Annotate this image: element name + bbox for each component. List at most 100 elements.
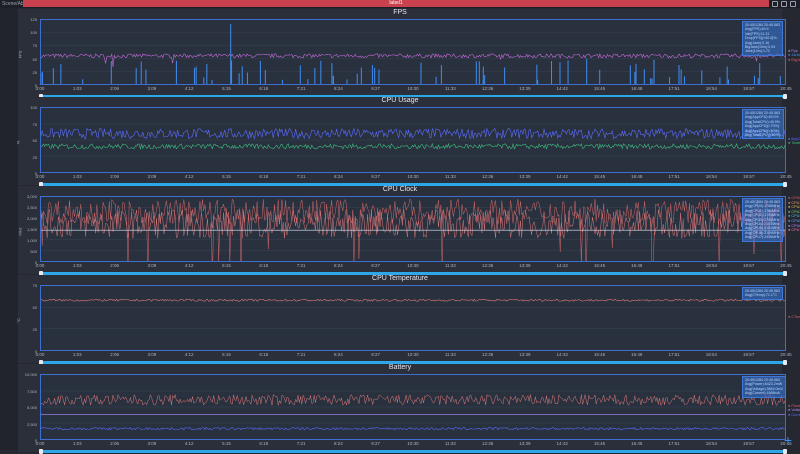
y-tick-label: 3,000	[17, 194, 37, 199]
x-tick-label: 18:54	[706, 174, 717, 179]
x-tick-label: 13:39	[519, 441, 530, 446]
legend-item[interactable]: ● TotalCPU	[788, 141, 800, 146]
y-tick-label: 0	[17, 171, 37, 176]
y-tick-label: 75	[17, 43, 37, 48]
x-tick-label: 0:00	[36, 263, 45, 268]
x-tick-label: 14:42	[557, 174, 568, 179]
x-tick-label: 6:18	[259, 174, 268, 179]
slider-end-handle[interactable]	[783, 182, 787, 187]
x-tick-label: 6:18	[259, 263, 268, 268]
x-tick-label: 10:30	[407, 86, 418, 91]
x-tick-label: 1:03	[73, 441, 82, 446]
add-button[interactable]: +	[782, 434, 794, 446]
legend-item[interactable]: ● CPU0	[788, 196, 800, 201]
plot-area[interactable]	[40, 19, 786, 85]
x-tick-label: 0:00	[36, 86, 45, 91]
panel-title: CPU Temperature	[18, 275, 782, 282]
stats-line: Avg(TotalCPU)[<80%]:	[745, 133, 781, 137]
x-tick-label: 17:51	[668, 86, 679, 91]
plot-area[interactable]	[40, 107, 786, 173]
x-tick-label: 4:12	[185, 352, 194, 357]
x-tick-label: 18:54	[706, 86, 717, 91]
x-tick-label: 7:21	[297, 86, 306, 91]
x-tick-label: 7:21	[297, 174, 306, 179]
x-tick-label: 8:24	[334, 174, 343, 179]
stats-line: Jank(10m):1.72	[745, 49, 780, 53]
x-tick-label: 13:39	[519, 174, 530, 179]
y-tick-label: 50	[17, 138, 37, 143]
x-tick-label: 2:06	[110, 263, 119, 268]
x-tick-label: 5:15	[222, 263, 231, 268]
x-tick-label: 11:33	[445, 352, 456, 357]
x-tick-label: 18:54	[706, 263, 717, 268]
x-tick-label: 3:09	[148, 441, 157, 446]
y-tick-label: 25	[17, 327, 37, 332]
x-tick-label: 16:48	[631, 86, 642, 91]
plot-area[interactable]	[40, 374, 786, 440]
x-tick-label: 5:15	[222, 174, 231, 179]
x-tick-label: 19:57	[743, 86, 754, 91]
plot-area[interactable]	[40, 285, 786, 351]
x-tick-label: 1:03	[73, 86, 82, 91]
panel-title: CPU Usage	[18, 97, 782, 104]
legend-item[interactable]: ● CTemp	[788, 315, 800, 320]
slider-end-handle[interactable]	[783, 360, 787, 365]
y-tick-label: 0	[17, 83, 37, 88]
stats-line: Avg(CPU7):2416MHz	[745, 235, 780, 239]
x-tick-label: 11:33	[445, 174, 456, 179]
x-tick-label: 4:12	[185, 174, 194, 179]
x-tick-label: 17:51	[668, 441, 679, 446]
window-title-bar[interactable]: label1	[23, 0, 769, 7]
time-range-slider[interactable]	[40, 450, 786, 453]
y-tick-label: 500	[17, 249, 37, 254]
x-tick-label: 9:27	[371, 174, 380, 179]
x-tick-label: 14:42	[557, 441, 568, 446]
legend-item[interactable]: ● CPU5	[788, 219, 800, 224]
x-tick-label: 6:18	[259, 441, 268, 446]
x-tick-label: 4:12	[185, 441, 194, 446]
cloud-icon[interactable]	[790, 1, 796, 7]
stats-line: Avg(AppCPU)[<70%]:	[745, 124, 781, 128]
y-tick-label: 1,000	[17, 238, 37, 243]
x-tick-label: 17:51	[668, 263, 679, 268]
y-tick-label: 125	[17, 17, 37, 22]
x-tick-label: 11:33	[445, 86, 456, 91]
x-tick-label: 8:24	[334, 352, 343, 357]
y-axis-label: °C	[16, 318, 21, 323]
x-tick-label: 12:36	[482, 352, 493, 357]
x-tick-label: 16:48	[631, 352, 642, 357]
x-tick-label: 5:15	[222, 441, 231, 446]
x-tick-label: 1:03	[73, 174, 82, 179]
slider-end-handle[interactable]	[783, 271, 787, 276]
x-tick-label: 13:39	[519, 352, 530, 357]
x-tick-label: 17:51	[668, 174, 679, 179]
slider-end-handle[interactable]	[783, 94, 787, 99]
legend-item[interactable]: ● Current	[788, 413, 800, 418]
x-tick-label: 14:42	[557, 352, 568, 357]
x-tick-label: 12:36	[482, 174, 493, 179]
x-tick-label: 15:45	[594, 174, 605, 179]
legend-item[interactable]: ● CPU7	[788, 228, 800, 233]
y-tick-label: 100	[17, 30, 37, 35]
y-tick-label: 100	[17, 105, 37, 110]
x-tick-label: 3:09	[148, 86, 157, 91]
x-tick-label: 18:54	[706, 352, 717, 357]
plot-area[interactable]	[40, 196, 786, 262]
x-tick-label: 10:30	[407, 263, 418, 268]
legend-item[interactable]: ● BigJank(x10)	[788, 58, 800, 63]
x-tick-label: 2:06	[110, 352, 119, 357]
folder-icon[interactable]	[781, 1, 787, 7]
x-tick-label: 10:30	[407, 174, 418, 179]
x-tick-label: 2:06	[110, 441, 119, 446]
legend: ● AppCPU● TotalCPU	[788, 137, 800, 146]
x-tick-label: 13:39	[519, 263, 530, 268]
export-icon[interactable]	[772, 1, 778, 7]
